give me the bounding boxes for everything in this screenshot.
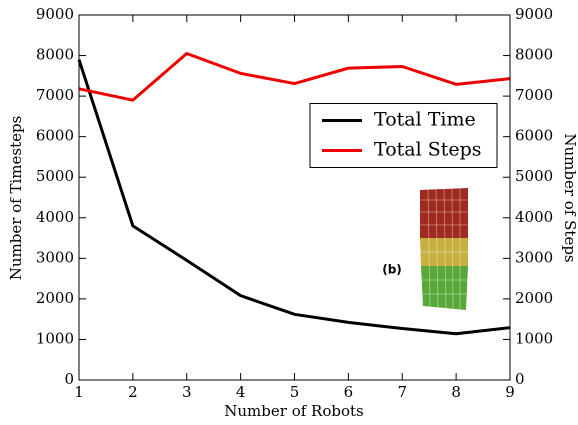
x-tick-label: 9	[505, 383, 515, 401]
x-tick-label: 2	[128, 383, 138, 401]
y-tick-label: 8000	[36, 46, 74, 64]
y2-tick-label: 6000	[515, 127, 553, 145]
x-tick-label: 1	[74, 383, 84, 401]
x-tick-label: 4	[236, 383, 246, 401]
legend: Total Time Total Steps	[309, 103, 498, 168]
x-tick-label: 6	[344, 383, 354, 401]
inset-yellow	[420, 238, 468, 266]
y-tick-label: 2000	[36, 289, 74, 307]
y-tick-label: 7000	[36, 86, 74, 104]
plot-frame	[78, 14, 511, 381]
y-tick-label: 9000	[36, 5, 74, 23]
y2-tick-label: 4000	[515, 208, 553, 226]
y2-tick-label: 8000	[515, 46, 553, 64]
inset-grid	[420, 188, 468, 310]
legend-label: Total Time	[374, 109, 476, 131]
series-line	[78, 52, 511, 102]
y2-tick-label: 2000	[515, 289, 553, 307]
legend-label: Total Steps	[374, 139, 482, 161]
series-line	[77, 59, 511, 336]
y2-axis-label: Number of Steps	[561, 133, 578, 262]
y-axis-label: Number of Timesteps	[7, 116, 25, 281]
legend-box	[309, 103, 498, 168]
y-tick-label: 1000	[36, 329, 74, 347]
x-axis-label: Number of Robots	[224, 402, 363, 420]
x-tick-label: 7	[397, 383, 407, 401]
y2-tick-label: 9000	[515, 5, 553, 23]
annotation: (b)	[382, 263, 402, 277]
y-tick-label: 5000	[36, 167, 74, 185]
y-tick-label: 4000	[36, 208, 74, 226]
inset-green	[421, 266, 468, 310]
y2-tick-label: 7000	[515, 86, 553, 104]
x-tick-label: 3	[182, 383, 192, 401]
y-tick-label: 3000	[36, 248, 74, 266]
x-tick-label: 5	[290, 383, 300, 401]
y2-tick-label: 3000	[515, 248, 553, 266]
y-tick-label: 6000	[36, 127, 74, 145]
y-tick-label: 0	[64, 370, 74, 388]
y2-tick-label: 5000	[515, 167, 553, 185]
y2-tick-label: 1000	[515, 329, 553, 347]
x-tick-label: 8	[451, 383, 461, 401]
y2-tick-label: 0	[515, 370, 525, 388]
inset-image	[420, 188, 468, 310]
inset-red	[420, 188, 468, 238]
